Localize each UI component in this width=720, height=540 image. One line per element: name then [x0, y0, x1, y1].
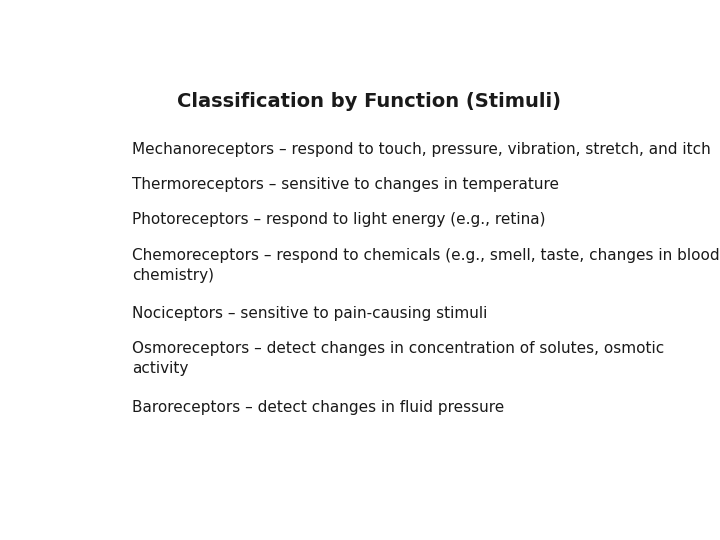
Text: Chemoreceptors – respond to chemicals (e.g., smell, taste, changes in blood
chem: Chemoreceptors – respond to chemicals (e… — [132, 248, 719, 282]
Text: Classification by Function (Stimuli): Classification by Function (Stimuli) — [177, 92, 561, 111]
Text: Osmoreceptors – detect changes in concentration of solutes, osmotic
activity: Osmoreceptors – detect changes in concen… — [132, 341, 664, 376]
Text: Thermoreceptors – sensitive to changes in temperature: Thermoreceptors – sensitive to changes i… — [132, 177, 559, 192]
Text: Nociceptors – sensitive to pain-causing stimuli: Nociceptors – sensitive to pain-causing … — [132, 306, 487, 321]
Text: Mechanoreceptors – respond to touch, pressure, vibration, stretch, and itch: Mechanoreceptors – respond to touch, pre… — [132, 141, 711, 157]
Text: Baroreceptors – detect changes in fluid pressure: Baroreceptors – detect changes in fluid … — [132, 400, 504, 415]
Text: Photoreceptors – respond to light energy (e.g., retina): Photoreceptors – respond to light energy… — [132, 212, 545, 227]
